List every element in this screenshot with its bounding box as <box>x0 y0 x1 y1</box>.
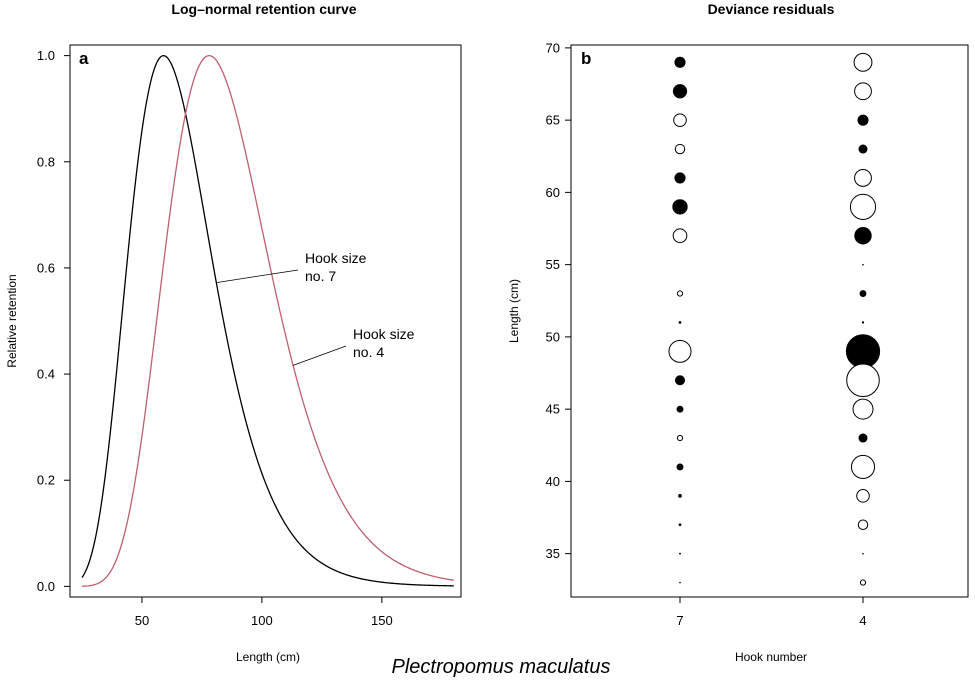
y-tick-label: 65 <box>546 113 560 128</box>
panel-a-title: Log–normal retention curve <box>171 1 356 17</box>
annotation-leader-line <box>292 345 347 366</box>
retention-curve-series-2 <box>81 54 454 587</box>
species-caption: Plectropomus maculatus <box>392 656 611 678</box>
panel-a-annotations: Hook size no. 7 Hook size no. 4 <box>216 250 415 366</box>
x-tick-label: 150 <box>371 613 393 628</box>
panel-a-curves <box>81 54 454 587</box>
panel-b-label: b <box>581 49 591 68</box>
residual-point <box>672 228 688 244</box>
panel-a-x-axis-label: Length (cm) <box>236 650 300 664</box>
x-tick-label: 100 <box>251 613 273 628</box>
annotation-text: no. 4 <box>353 344 384 360</box>
residual-point <box>672 199 688 215</box>
x-tick-label: 50 <box>135 613 149 628</box>
panel-b-x-axis-label: Hook number <box>735 650 807 664</box>
y-tick-label: 0.8 <box>37 154 55 169</box>
x-tick-label: 4 <box>859 613 866 628</box>
residual-point <box>678 321 682 324</box>
annotation-text: Hook size <box>305 250 367 266</box>
y-tick-label: 0.2 <box>37 473 55 488</box>
panel-a-retention-curve: Log–normal retention curve a 0.00.20.40.… <box>5 1 462 664</box>
residual-point <box>852 398 874 420</box>
residual-point <box>854 82 872 101</box>
panel-b-points <box>668 52 881 586</box>
y-tick-label: 40 <box>546 474 560 489</box>
residual-point <box>676 405 684 413</box>
residual-point <box>856 489 870 503</box>
residual-point <box>857 114 869 126</box>
residual-point <box>850 454 876 479</box>
annotation-text: no. 7 <box>305 268 336 284</box>
residual-point <box>858 144 868 154</box>
y-tick-label: 45 <box>546 402 560 417</box>
panel-a-y-axis: 0.0 0.2 0.4 0.6 0.8 1.0 <box>37 48 70 594</box>
y-tick-label: 1.0 <box>37 48 55 63</box>
y-tick-label: 0.4 <box>37 367 55 382</box>
annotation-leader-line <box>216 269 299 283</box>
y-tick-label: 0.6 <box>37 260 55 275</box>
residual-point <box>674 143 686 155</box>
panel-b-y-axis: 35 40 45 50 55 60 65 70 <box>546 40 571 561</box>
residual-point <box>849 193 877 220</box>
residual-point <box>857 519 869 530</box>
panel-b-y-axis-label: Length (cm) <box>507 279 521 343</box>
residual-point <box>676 463 684 471</box>
residual-point <box>854 169 872 187</box>
residual-point <box>846 363 880 398</box>
residual-point <box>674 172 686 184</box>
panel-a-label: a <box>79 49 89 68</box>
residual-point <box>858 433 868 443</box>
residual-point <box>853 52 873 72</box>
residual-point <box>674 56 686 68</box>
residual-point <box>676 434 684 442</box>
panel-b-plot-frame <box>570 44 969 598</box>
residual-point <box>673 113 687 127</box>
residual-point <box>854 227 872 245</box>
residual-point <box>861 321 865 324</box>
panel-a-plot-frame <box>69 44 462 598</box>
residual-point <box>674 375 686 386</box>
y-tick-label: 55 <box>546 257 560 272</box>
panel-b-title: Deviance residuals <box>708 1 835 17</box>
x-tick-label: 7 <box>676 613 683 628</box>
residual-point <box>676 290 684 297</box>
y-tick-label: 35 <box>546 546 560 561</box>
residual-point <box>859 579 867 586</box>
residual-point <box>678 523 682 527</box>
residual-point <box>862 552 864 555</box>
y-tick-label: 60 <box>546 185 560 200</box>
retention-curve-series-1 <box>81 54 454 587</box>
annotation-text: Hook size <box>353 326 415 342</box>
panel-a-y-axis-label: Relative retention <box>5 274 19 367</box>
residual-point <box>679 552 681 555</box>
residual-point <box>862 263 864 266</box>
residual-point <box>672 84 688 99</box>
y-tick-label: 0.0 <box>37 579 55 594</box>
y-tick-label: 50 <box>546 329 560 344</box>
residual-point <box>668 339 692 363</box>
residual-point <box>679 581 681 584</box>
residual-point <box>859 290 867 297</box>
residual-point <box>845 334 881 369</box>
panel-a-x-axis: 50 100 150 <box>135 597 393 628</box>
residual-point <box>678 493 682 498</box>
y-tick-label: 70 <box>546 40 560 55</box>
